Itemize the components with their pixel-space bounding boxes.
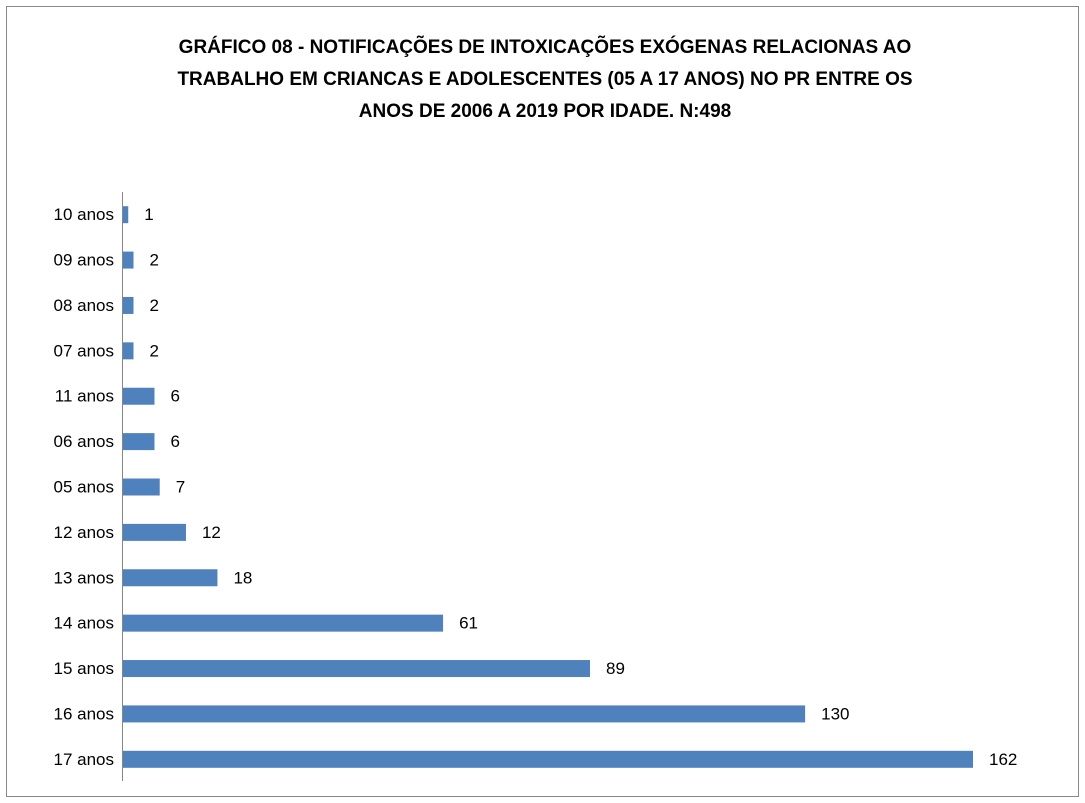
data-label: 1: [144, 205, 153, 224]
y-tick-label: 06 anos: [54, 432, 115, 451]
y-tick-label: 16 anos: [54, 704, 115, 723]
y-tick-label: 05 anos: [54, 477, 115, 496]
bar: [123, 206, 129, 224]
data-label: 2: [149, 341, 158, 360]
y-tick-label: 14 anos: [54, 614, 115, 633]
chart-title: TRABALHO EM CRIANCAS E ADOLESCENTES (05 …: [177, 69, 912, 90]
data-label: 6: [170, 432, 179, 451]
chart-title: ANOS DE 2006 A 2019 POR IDADE. N:498: [359, 101, 731, 122]
y-tick-label: 11 anos: [55, 387, 114, 406]
chart-title: GRÁFICO 08 - NOTIFICAÇÕES DE INTOXICAÇÕE…: [179, 36, 912, 58]
y-tick-label: 08 anos: [54, 296, 115, 315]
y-tick-label: 10 anos: [54, 205, 115, 224]
bar: [123, 569, 218, 587]
bar: [123, 342, 134, 360]
bar: [123, 387, 155, 405]
bar: [123, 523, 186, 541]
y-tick-label: 17 anos: [54, 750, 115, 769]
y-tick-label: 13 anos: [54, 568, 115, 587]
data-label: 7: [176, 477, 185, 496]
bar: [123, 296, 134, 314]
y-tick-label: 15 anos: [54, 659, 115, 678]
data-label: 162: [989, 750, 1017, 769]
bar: [123, 614, 444, 632]
y-tick-label: 12 anos: [54, 523, 115, 542]
chart-frame: [6, 6, 1079, 797]
data-label: 61: [459, 614, 478, 633]
data-label: 89: [606, 659, 625, 678]
data-label: 18: [233, 568, 252, 587]
data-label: 6: [170, 387, 179, 406]
bar: [123, 251, 134, 269]
bar: [123, 660, 590, 678]
data-label: 12: [202, 523, 221, 542]
y-tick-label: 09 anos: [54, 251, 115, 270]
data-label: 130: [821, 704, 849, 723]
bar: [123, 750, 974, 768]
data-label: 2: [149, 296, 158, 315]
data-label: 2: [149, 251, 158, 270]
bar: [123, 478, 160, 496]
bar: [123, 433, 155, 451]
y-tick-label: 07 anos: [54, 341, 115, 360]
bar: [123, 705, 806, 723]
